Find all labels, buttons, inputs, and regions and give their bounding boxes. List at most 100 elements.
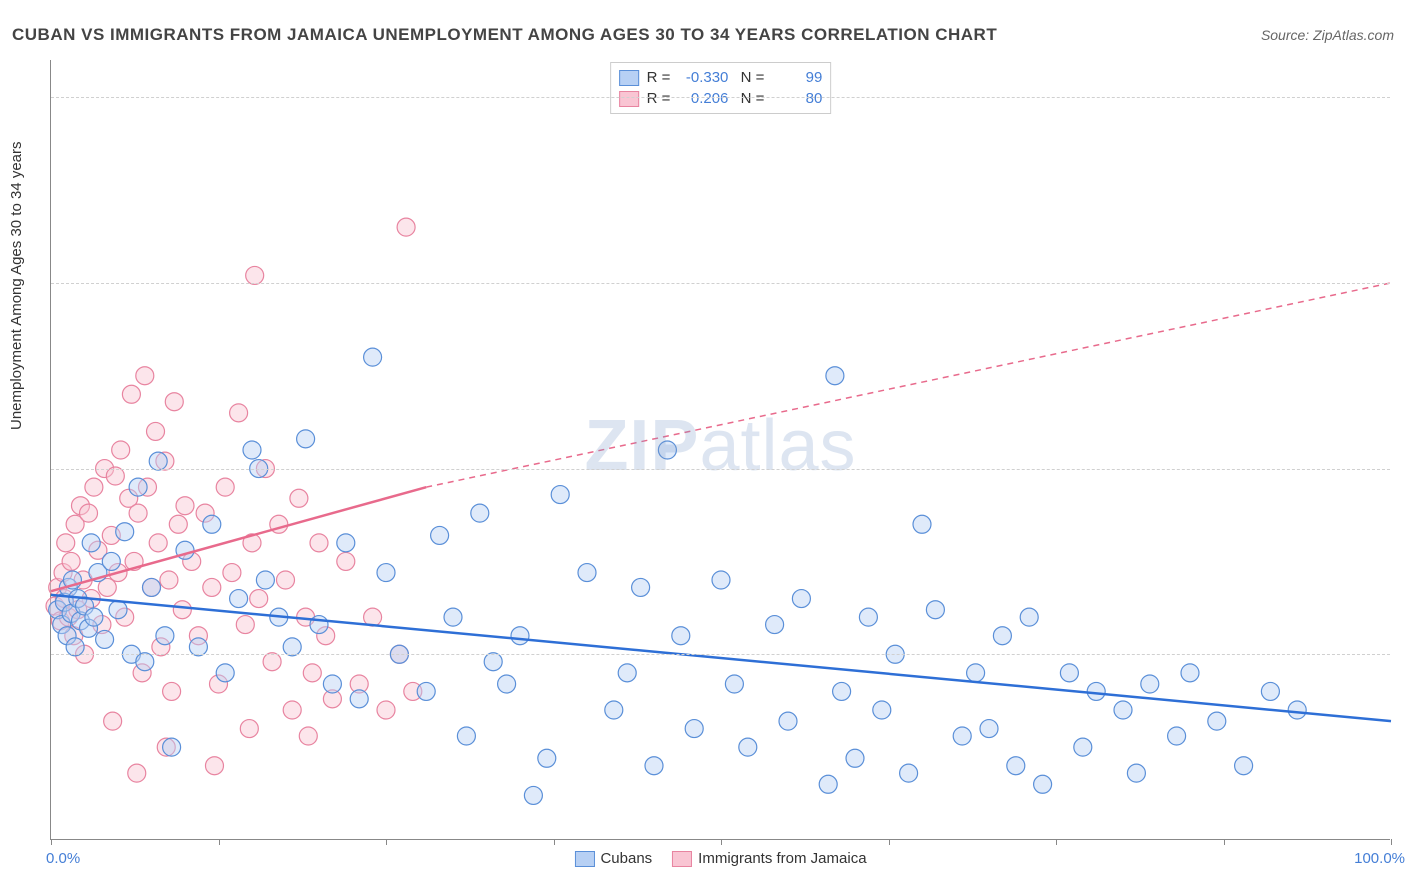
scatter-point: [85, 478, 103, 496]
scatter-point: [277, 571, 295, 589]
scatter-point: [471, 504, 489, 522]
scatter-point: [143, 578, 161, 596]
scatter-point: [350, 690, 368, 708]
scatter-point: [250, 590, 268, 608]
scatter-point: [128, 764, 146, 782]
scatter-point: [1087, 682, 1105, 700]
scatter-point: [739, 738, 757, 756]
swatch-cubans-icon: [574, 851, 594, 867]
scatter-point: [1074, 738, 1092, 756]
legend-label-cubans: Cubans: [600, 850, 652, 867]
correlation-legend: R = -0.330 N = 99 R = 0.206 N = 80: [610, 62, 832, 114]
scatter-point: [444, 608, 462, 626]
scatter-point: [397, 218, 415, 236]
x-axis-max-label: 100.0%: [1354, 850, 1405, 867]
scatter-point: [1288, 701, 1306, 719]
n-value-cubans: 99: [772, 69, 822, 86]
chart-svg: [51, 60, 1390, 839]
xtick: [386, 839, 387, 845]
ytick-label: 10.0%: [1400, 460, 1406, 477]
xtick: [1056, 839, 1057, 845]
scatter-point: [672, 627, 690, 645]
y-axis-label: Unemployment Among Ages 30 to 34 years: [8, 141, 25, 430]
x-axis-min-label: 0.0%: [46, 850, 80, 867]
scatter-point: [256, 571, 274, 589]
scatter-point: [377, 701, 395, 719]
xtick: [219, 839, 220, 845]
scatter-point: [236, 616, 254, 634]
scatter-point: [323, 675, 341, 693]
xtick: [889, 839, 890, 845]
xtick: [721, 839, 722, 845]
scatter-point: [243, 441, 261, 459]
scatter-point: [1060, 664, 1078, 682]
scatter-point: [149, 452, 167, 470]
scatter-point: [223, 564, 241, 582]
scatter-point: [104, 712, 122, 730]
scatter-point: [417, 682, 435, 700]
grid-line: [51, 283, 1390, 284]
grid-line: [51, 97, 1390, 98]
scatter-point: [712, 571, 730, 589]
scatter-point: [160, 571, 178, 589]
scatter-point: [819, 775, 837, 793]
scatter-point: [203, 578, 221, 596]
scatter-point: [129, 504, 147, 522]
scatter-point: [297, 430, 315, 448]
scatter-point: [230, 590, 248, 608]
xtick: [1391, 839, 1392, 845]
scatter-point: [913, 515, 931, 533]
trend-line-jamaica-dashed: [426, 283, 1391, 487]
scatter-point: [1261, 682, 1279, 700]
scatter-point: [618, 664, 636, 682]
xtick: [51, 839, 52, 845]
scatter-point: [62, 552, 80, 570]
scatter-point: [792, 590, 810, 608]
scatter-point: [826, 367, 844, 385]
swatch-cubans: [619, 70, 639, 86]
scatter-point: [337, 552, 355, 570]
scatter-point: [85, 608, 103, 626]
scatter-point: [511, 627, 529, 645]
swatch-jamaica: [619, 91, 639, 107]
scatter-point: [484, 653, 502, 671]
scatter-point: [846, 749, 864, 767]
series-legend: Cubans Immigrants from Jamaica: [574, 850, 866, 867]
ytick-label: 5.0%: [1400, 646, 1406, 663]
r-value-cubans: -0.330: [678, 69, 728, 86]
ytick-label: 20.0%: [1400, 89, 1406, 106]
scatter-point: [538, 749, 556, 767]
scatter-point: [1141, 675, 1159, 693]
scatter-point: [1020, 608, 1038, 626]
scatter-point: [122, 385, 140, 403]
scatter-point: [1034, 775, 1052, 793]
scatter-point: [993, 627, 1011, 645]
grid-line: [51, 654, 1390, 655]
trend-line-cubans: [51, 595, 1391, 721]
scatter-point: [263, 653, 281, 671]
scatter-point: [1235, 757, 1253, 775]
scatter-point: [551, 486, 569, 504]
ytick-label: 15.0%: [1400, 274, 1406, 291]
scatter-point: [645, 757, 663, 775]
scatter-point: [57, 534, 75, 552]
scatter-point: [926, 601, 944, 619]
scatter-point: [1114, 701, 1132, 719]
scatter-point: [873, 701, 891, 719]
scatter-point: [205, 757, 223, 775]
scatter-point: [685, 720, 703, 738]
scatter-point: [165, 393, 183, 411]
legend-label-jamaica: Immigrants from Jamaica: [698, 850, 866, 867]
scatter-point: [658, 441, 676, 459]
scatter-point: [106, 467, 124, 485]
scatter-point: [169, 515, 187, 533]
legend-row-jamaica: R = 0.206 N = 80: [619, 88, 823, 109]
scatter-point: [147, 422, 165, 440]
scatter-point: [1127, 764, 1145, 782]
scatter-point: [216, 664, 234, 682]
scatter-point: [377, 564, 395, 582]
scatter-point: [1168, 727, 1186, 745]
scatter-point: [766, 616, 784, 634]
scatter-point: [498, 675, 516, 693]
scatter-point: [1007, 757, 1025, 775]
